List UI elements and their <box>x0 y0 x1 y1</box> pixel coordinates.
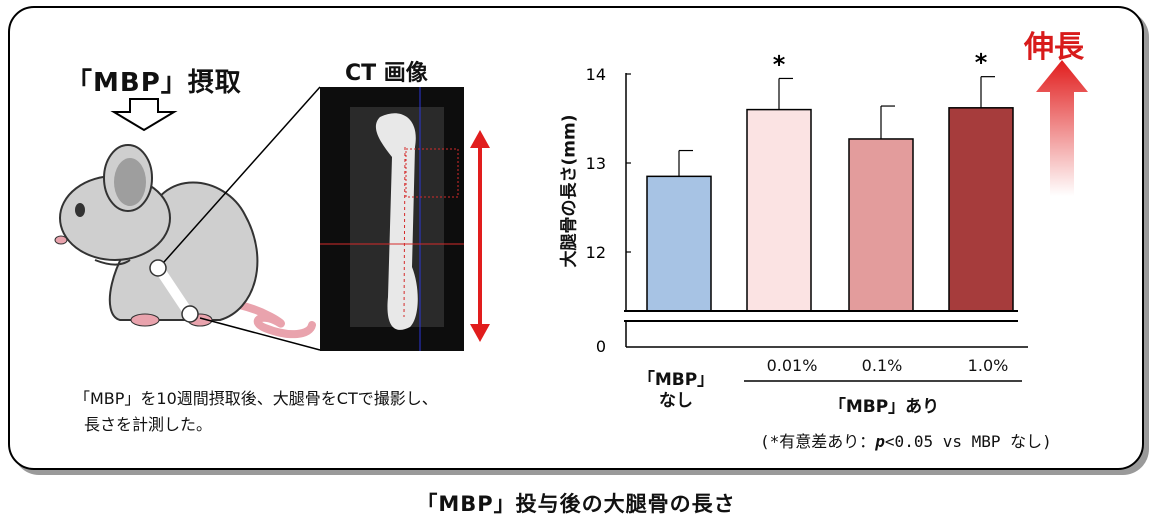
significance-star-1: * <box>773 50 786 78</box>
description-line-2: 長さを計測した。 <box>84 415 213 434</box>
x-tick-none-line2: なし <box>659 391 693 411</box>
footnote-prefix: (*有意差あり： <box>760 432 876 451</box>
bar-0 <box>646 175 712 312</box>
x-tick-dose2: 0.1% <box>861 356 903 375</box>
significance-footnote: (*有意差あり：p<0.05 vs MBP なし) <box>760 428 1052 452</box>
footnote-p: p <box>875 432 885 451</box>
mouse-illustration <box>54 144 316 339</box>
method-description: 「MBP」を10週間摂取後、大腿骨をCTで撮影し、 長さを計測した。 <box>74 386 438 438</box>
ct-image-label: CT 画像 <box>345 61 428 86</box>
y-tick-label-0: 0 <box>596 337 606 356</box>
extension-label: 伸長 <box>1024 30 1084 65</box>
length-double-arrow-icon <box>470 130 490 342</box>
bar-1 <box>746 108 812 312</box>
y-tick-label-12: 12 <box>586 243 606 262</box>
x-tick-dose1: 0.01% <box>766 356 818 375</box>
ct-image <box>320 87 464 351</box>
y-tick-label-14: 14 <box>586 65 606 84</box>
extension-up-arrow-icon <box>1036 60 1088 196</box>
y-tick-label-13: 13 <box>586 154 606 173</box>
x-tick-none-line1: 「MBP」 <box>637 370 715 390</box>
figure-caption: 「MBP」投与後の大腿骨の長さ <box>416 492 736 516</box>
x-tick-dose3: 1.0% <box>967 356 1009 375</box>
x-tick-none: 「MBP」 なし <box>632 370 720 412</box>
footnote-suffix: <0.05 vs MBP なし) <box>884 432 1052 451</box>
description-line-1: 「MBP」を10週間摂取後、大腿骨をCTで撮影し、 <box>74 389 438 408</box>
bar-3 <box>948 107 1014 312</box>
mbp-intake-label: 「MBP」摂取 <box>66 68 242 98</box>
axis-break-gap <box>624 311 1030 321</box>
group-label-mbp-present: 「MBP」あり <box>828 397 940 417</box>
significance-star-3: * <box>975 49 988 77</box>
bar-2 <box>848 138 914 312</box>
down-arrow-icon <box>110 98 178 132</box>
